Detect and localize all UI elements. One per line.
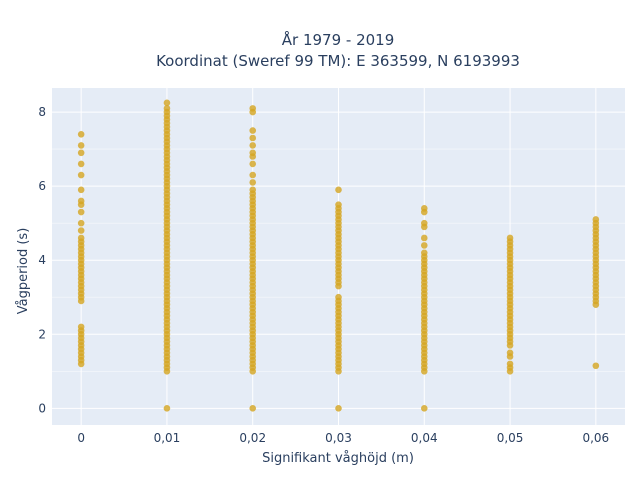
data-point (420, 405, 428, 412)
data-point (77, 171, 85, 179)
data-point (249, 149, 257, 157)
x-tick-label: 0,02 (239, 431, 266, 445)
data-point (77, 234, 85, 242)
x-axis-ticks: 0 0,01 0,02 0,03 0,04 0,05 0,06 (77, 431, 609, 445)
x-tick-label: 0,05 (497, 431, 524, 445)
data-point (506, 349, 514, 357)
data-point (420, 205, 428, 212)
data-point (420, 249, 428, 257)
data-point (249, 186, 257, 194)
y-axis-ticks: 0 2 4 6 8 (38, 105, 46, 415)
y-axis-label: Vågperiod (s) (16, 228, 31, 315)
data-point (163, 405, 171, 412)
data-point (77, 208, 85, 216)
x-tick-label: 0,01 (154, 431, 181, 445)
data-point (592, 362, 600, 370)
chart-title-line2: Koordinat (Sweref 99 TM): E 363599, N 61… (156, 52, 520, 70)
data-point (249, 127, 257, 134)
data-point (249, 171, 257, 179)
x-tick-label: 0,04 (411, 431, 438, 445)
chart-title-line1: År 1979 - 2019 (282, 30, 395, 49)
data-point (77, 149, 85, 157)
x-tick-label: 0,03 (325, 431, 352, 445)
data-point (163, 105, 171, 112)
data-point (77, 219, 85, 227)
data-point (77, 130, 85, 138)
data-point (335, 405, 342, 412)
data-point (77, 186, 85, 194)
data-point (249, 160, 257, 168)
data-point (420, 219, 428, 227)
data-point (249, 405, 257, 412)
data-point (77, 227, 85, 234)
data-point (506, 234, 514, 242)
data-point (77, 142, 85, 149)
x-axis-label: Signifikant våghöjd (m) (262, 451, 414, 466)
data-point (249, 179, 257, 186)
data-point (420, 242, 428, 249)
x-tick-label: 0 (77, 431, 85, 445)
data-point (506, 360, 514, 368)
data-point (420, 234, 428, 242)
data-point (249, 134, 257, 142)
data-point (249, 142, 257, 149)
y-tick-label: 8 (38, 105, 46, 119)
data-point (163, 99, 171, 107)
y-tick-label: 2 (38, 327, 46, 341)
data-points (77, 99, 600, 412)
y-tick-label: 4 (38, 253, 46, 267)
data-point (335, 186, 342, 194)
y-tick-label: 6 (38, 179, 46, 193)
data-point (77, 323, 85, 331)
x-tick-label: 0,06 (582, 431, 609, 445)
data-point (592, 216, 600, 223)
data-point (77, 197, 85, 205)
y-tick-label: 0 (38, 401, 46, 415)
data-point (77, 160, 85, 168)
data-point (335, 201, 342, 208)
data-point (335, 293, 342, 301)
data-point (249, 105, 257, 112)
